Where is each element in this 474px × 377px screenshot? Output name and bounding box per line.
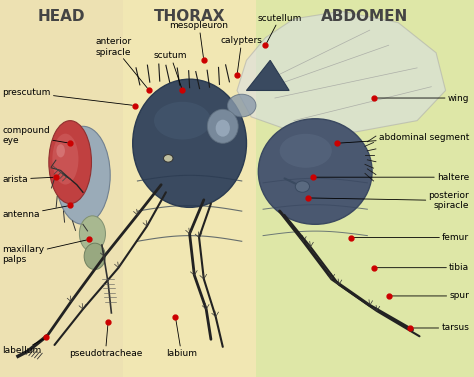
Text: scutum: scutum <box>154 51 187 88</box>
Bar <box>0 0 123 377</box>
Ellipse shape <box>228 94 256 117</box>
Ellipse shape <box>49 121 91 204</box>
Ellipse shape <box>207 109 238 143</box>
Ellipse shape <box>258 119 372 224</box>
Polygon shape <box>246 60 289 90</box>
Circle shape <box>164 155 173 162</box>
Text: posterior
spiracle: posterior spiracle <box>311 191 469 210</box>
Text: HEAD: HEAD <box>38 9 85 25</box>
Text: scutellum: scutellum <box>257 14 302 43</box>
Circle shape <box>295 181 310 192</box>
Ellipse shape <box>216 120 230 136</box>
Text: prescutum: prescutum <box>2 88 132 105</box>
Text: abdominal segment: abdominal segment <box>339 133 469 143</box>
Ellipse shape <box>55 126 110 224</box>
Polygon shape <box>237 11 446 132</box>
Text: femur: femur <box>354 233 469 242</box>
Text: pseudotracheae: pseudotracheae <box>69 325 142 358</box>
Ellipse shape <box>280 134 332 168</box>
Text: wing: wing <box>377 93 469 103</box>
Text: calypters: calypters <box>221 36 263 73</box>
Ellipse shape <box>154 102 211 139</box>
Text: compound
eye: compound eye <box>2 126 67 146</box>
FancyArrowPatch shape <box>284 178 295 184</box>
Text: spur: spur <box>392 291 469 300</box>
Ellipse shape <box>53 134 78 185</box>
Text: ABDOMEN: ABDOMEN <box>321 9 409 25</box>
Text: tarsus: tarsus <box>413 323 469 333</box>
Text: labium: labium <box>166 319 197 358</box>
Text: THORAX: THORAX <box>154 9 225 25</box>
Bar <box>123 0 256 377</box>
Text: tibia: tibia <box>377 263 469 272</box>
Text: mesopleuron: mesopleuron <box>170 21 228 58</box>
Text: haltere: haltere <box>316 173 469 182</box>
Ellipse shape <box>80 216 105 252</box>
Ellipse shape <box>56 144 65 158</box>
Text: anterior
spiracle: anterior spiracle <box>96 37 147 88</box>
Text: antenna: antenna <box>2 206 67 219</box>
Text: labellum: labellum <box>2 339 44 355</box>
Text: maxillary
palps: maxillary palps <box>2 240 86 264</box>
Bar <box>256 0 474 377</box>
Ellipse shape <box>133 79 246 207</box>
Ellipse shape <box>84 243 105 270</box>
Text: arista: arista <box>2 175 53 184</box>
